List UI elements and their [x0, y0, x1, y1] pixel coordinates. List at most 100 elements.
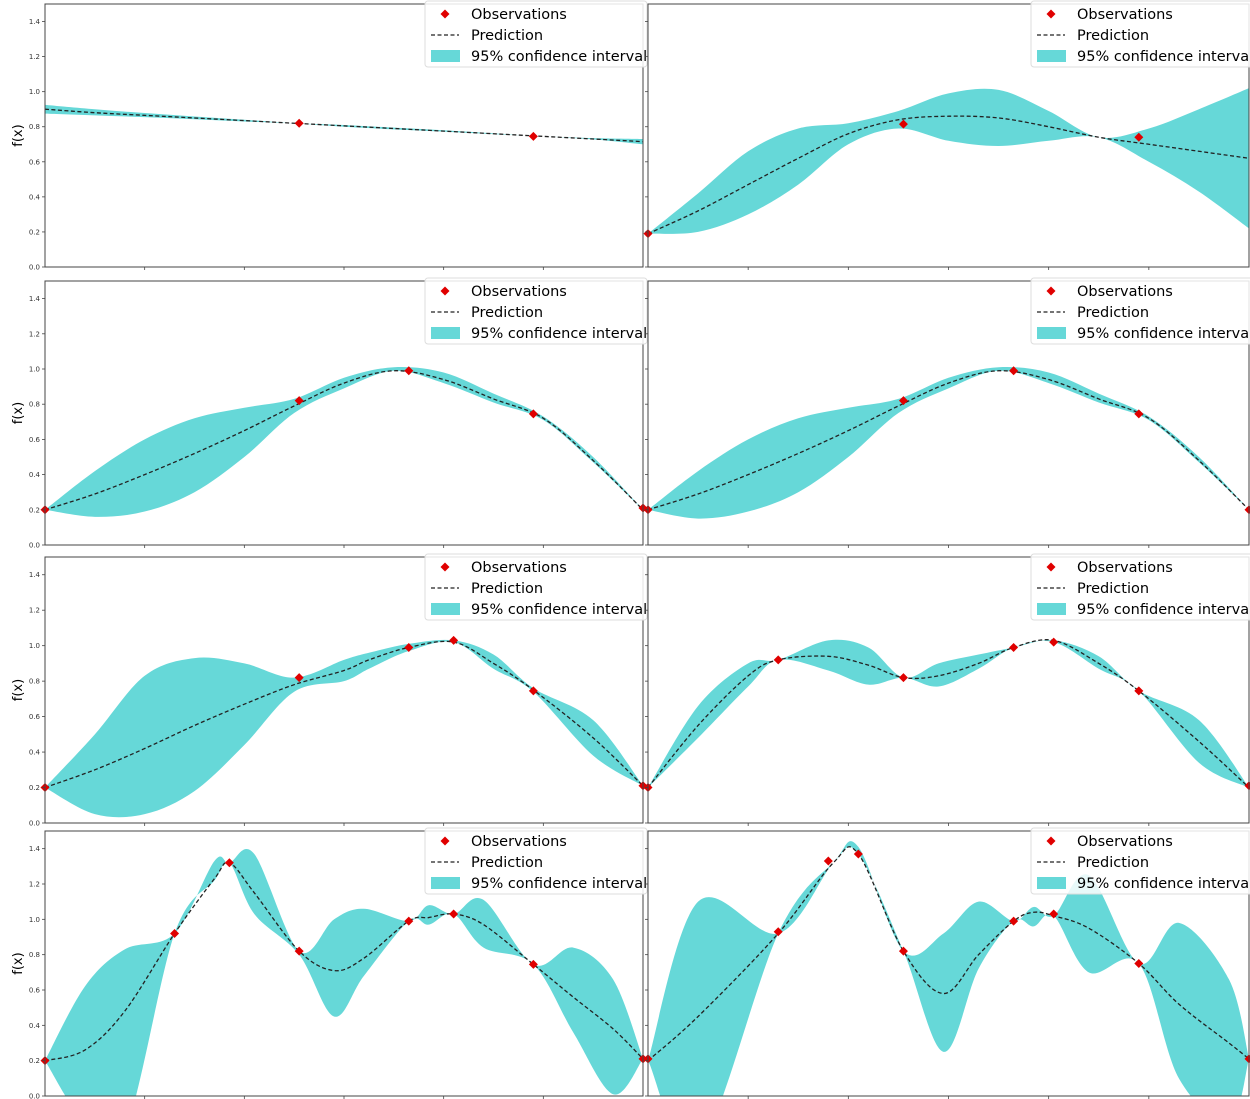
prediction-line	[648, 639, 1249, 789]
legend-observations-label: Observations	[1077, 7, 1173, 23]
y-tick-label: 0.4	[29, 471, 41, 479]
y-tick-label: 1.2	[29, 53, 40, 61]
confidence-band	[648, 639, 1249, 788]
observation-point	[528, 686, 538, 696]
legend-interval-swatch	[1037, 327, 1066, 339]
y-tick-label: 0.8	[29, 401, 40, 409]
legend-interval-swatch	[1037, 877, 1066, 889]
observation-point	[773, 655, 783, 665]
legend-interval-swatch	[431, 877, 460, 889]
legend-observation-marker	[1046, 286, 1056, 296]
y-tick-label: 0.6	[29, 158, 41, 166]
legend-prediction-label: Prediction	[471, 581, 543, 597]
confidence-band	[45, 367, 643, 517]
legend-interval-label: 95% confidence interval	[471, 876, 647, 892]
panel-1: 0.0 0.2 0.4 0.6 0.8 1.0 1.2 1.4 f(x) Observations…	[11, 0, 648, 272]
y-axis-label: f(x)	[11, 124, 26, 146]
panel-2: Observations Prediction 95% confidence int…	[643, 0, 1250, 270]
observation-point	[294, 118, 304, 128]
y-tick-label: 0.8	[29, 678, 40, 686]
prediction-line	[648, 846, 1249, 1062]
observation-point	[853, 849, 863, 859]
y-tick-label: 1.4	[29, 18, 41, 26]
observation-point	[224, 858, 234, 868]
y-tick-label: 0.6	[29, 713, 41, 721]
legend-interval-swatch	[431, 327, 460, 339]
legend-prediction-label: Prediction	[471, 305, 543, 321]
legend: Observations Prediction 95% confidence int…	[1030, 553, 1250, 621]
y-tick-label: 0.0	[29, 264, 40, 272]
panel-6: Observations Prediction 95% confidence int…	[643, 553, 1250, 826]
y-tick-label: 0.4	[29, 749, 41, 757]
legend: Observations Prediction 95% confidence int…	[424, 827, 648, 895]
observation-point	[528, 131, 538, 141]
confidence-band	[45, 104, 643, 145]
legend-observations-label: Observations	[471, 284, 567, 300]
panel-3: 0.0 0.2 0.4 0.6 0.8 1.0 1.2 1.4 f(x) Observations…	[11, 277, 648, 550]
observation-point	[898, 946, 908, 956]
legend-box	[424, 827, 648, 895]
y-tick-label: 1.4	[29, 571, 41, 579]
y-tick-label: 0.4	[29, 193, 41, 201]
legend-interval-label: 95% confidence interval	[1077, 49, 1250, 65]
legend-interval-label: 95% confidence interval	[1077, 326, 1250, 342]
observation-point	[1049, 637, 1059, 647]
y-tick-label: 1.0	[29, 88, 40, 96]
observation-point	[449, 635, 459, 645]
legend-interval-label: 95% confidence interval	[1077, 602, 1250, 618]
prediction-line	[45, 108, 643, 143]
legend-observation-marker	[1046, 562, 1056, 572]
legend-observations-label: Observations	[1077, 560, 1173, 576]
legend-prediction-label: Prediction	[1077, 581, 1149, 597]
y-tick-label: 0.4	[29, 1022, 41, 1030]
prediction-line	[648, 370, 1249, 511]
legend-observation-marker	[440, 9, 450, 19]
legend-observations-label: Observations	[471, 7, 567, 23]
observation-point	[823, 856, 833, 866]
y-tick-label: 0.6	[29, 436, 41, 444]
y-tick-label: 1.4	[29, 845, 41, 853]
legend-observation-marker	[1046, 9, 1056, 19]
observation-point	[294, 673, 304, 683]
legend-prediction-label: Prediction	[471, 855, 543, 871]
legend-observation-marker	[440, 286, 450, 296]
observation-point	[528, 959, 538, 969]
legend-box	[424, 0, 648, 68]
legend-box	[424, 277, 648, 345]
legend: Observations Prediction 95% confidence int…	[1030, 0, 1250, 68]
legend-interval-label: 95% confidence interval	[471, 49, 647, 65]
y-tick-label: 0.2	[29, 784, 40, 792]
observation-point	[528, 409, 538, 419]
prediction-line	[648, 115, 1249, 235]
panel-4: Observations Prediction 95% confidence int…	[643, 277, 1250, 548]
y-axis-label: f(x)	[11, 402, 26, 424]
observation-point	[1134, 686, 1144, 696]
legend: Observations Prediction 95% confidence int…	[1030, 827, 1250, 895]
y-tick-label: 1.4	[29, 295, 41, 303]
legend-prediction-label: Prediction	[1077, 855, 1149, 871]
y-tick-label: 1.0	[29, 642, 40, 650]
legend-interval-swatch	[1037, 603, 1066, 615]
legend-observation-marker	[1046, 836, 1056, 846]
legend-box	[1030, 0, 1250, 68]
panel-7: 0.0 0.2 0.4 0.6 0.8 1.0 1.2 1.4 f(x) Observations…	[11, 827, 648, 1099]
panel-8: Observations Prediction 95% confidence int…	[643, 827, 1250, 1099]
legend-observation-marker	[440, 836, 450, 846]
y-tick-label: 0.0	[29, 820, 40, 828]
y-tick-label: 0.2	[29, 1057, 40, 1065]
confidence-band	[648, 841, 1249, 1096]
observation-point	[898, 119, 908, 129]
observation-point	[449, 909, 459, 919]
y-tick-label: 0.0	[29, 542, 40, 550]
observation-point	[1009, 366, 1019, 376]
legend-interval-swatch	[1037, 50, 1066, 62]
observation-point	[898, 673, 908, 683]
y-tick-label: 1.0	[29, 366, 40, 374]
legend: Observations Prediction 95% confidence int…	[424, 553, 648, 621]
observation-point	[170, 928, 180, 938]
legend-box	[1030, 277, 1250, 345]
legend-box	[424, 553, 648, 621]
observation-point	[1009, 642, 1019, 652]
legend-observations-label: Observations	[471, 834, 567, 850]
